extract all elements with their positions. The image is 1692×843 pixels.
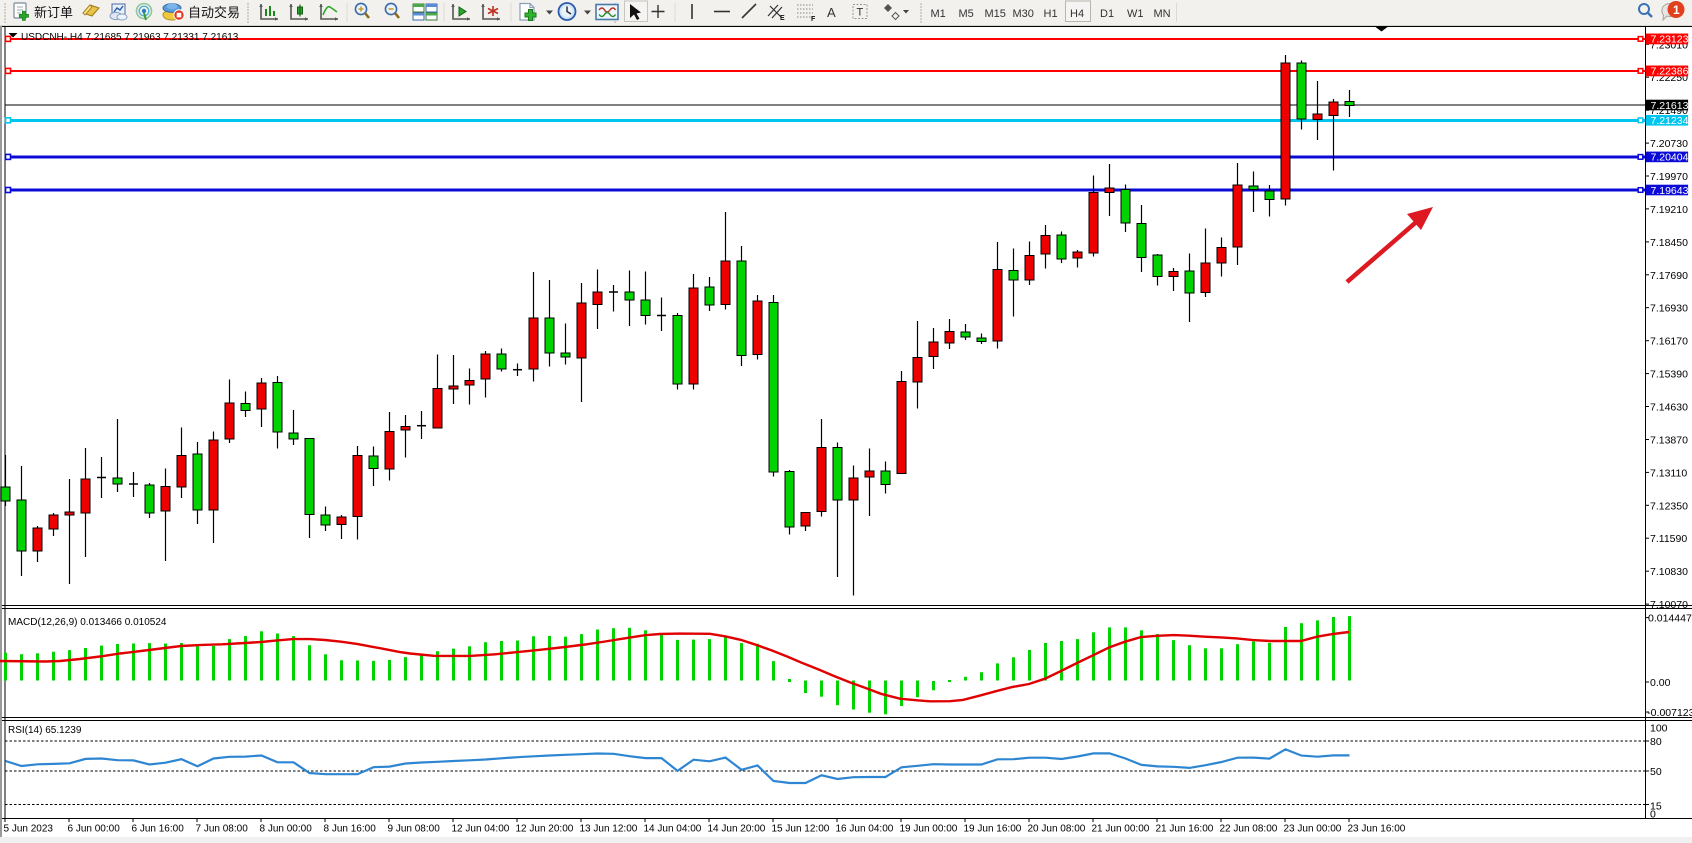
svg-text:6 Jun 16:00: 6 Jun 16:00 (132, 824, 185, 835)
svg-text:7.22386: 7.22386 (1651, 66, 1689, 78)
svg-text:7.21234: 7.21234 (1651, 115, 1689, 127)
svg-text:7.10070: 7.10070 (1650, 599, 1688, 611)
svg-text:7.19643: 7.19643 (1651, 185, 1689, 197)
svg-text:15: 15 (1650, 801, 1662, 813)
svg-text:23 Jun 00:00: 23 Jun 00:00 (1284, 824, 1342, 835)
svg-text:21 Jun 16:00: 21 Jun 16:00 (1156, 824, 1214, 835)
svg-text:-0.007123: -0.007123 (1647, 707, 1692, 719)
svg-text:12 Jun 20:00: 12 Jun 20:00 (516, 824, 574, 835)
svg-text:15 Jun 12:00: 15 Jun 12:00 (772, 824, 830, 835)
svg-text:12 Jun 04:00: 12 Jun 04:00 (452, 824, 510, 835)
svg-text:7.19970: 7.19970 (1650, 171, 1688, 183)
svg-text:M15: M15 (985, 8, 1006, 20)
svg-text:USDCNH-.H4 7.21685 7.21963 7.: USDCNH-.H4 7.21685 7.21963 7.21331 7.216… (21, 32, 239, 43)
svg-text:0.014447: 0.014447 (1648, 613, 1692, 625)
svg-text:9 Jun 08:00: 9 Jun 08:00 (388, 824, 441, 835)
svg-text:14 Jun 20:00: 14 Jun 20:00 (708, 824, 766, 835)
svg-text:MN: MN (1154, 8, 1171, 20)
svg-text:7.23123: 7.23123 (1651, 34, 1689, 46)
svg-text:8 Jun 16:00: 8 Jun 16:00 (324, 824, 377, 835)
svg-text:0.00: 0.00 (1650, 677, 1671, 689)
svg-text:7.11590: 7.11590 (1650, 533, 1687, 545)
svg-text:F: F (811, 16, 816, 23)
svg-text:13 Jun 12:00: 13 Jun 12:00 (580, 824, 638, 835)
svg-text:M1: M1 (931, 8, 946, 20)
svg-text:22 Jun 08:00: 22 Jun 08:00 (1220, 824, 1278, 835)
svg-text:M5: M5 (959, 8, 974, 20)
svg-text:7.20404: 7.20404 (1651, 152, 1689, 164)
svg-text:8 Jun 00:00: 8 Jun 00:00 (260, 824, 313, 835)
svg-text:23 Jun 16:00: 23 Jun 16:00 (1348, 824, 1406, 835)
svg-text:7.21613: 7.21613 (1651, 100, 1689, 112)
svg-text:21 Jun 00:00: 21 Jun 00:00 (1092, 824, 1150, 835)
svg-text:80: 80 (1650, 736, 1662, 748)
svg-text:7.12350: 7.12350 (1650, 500, 1688, 512)
svg-text:7.18450: 7.18450 (1650, 237, 1688, 249)
svg-text:5 Jun 2023: 5 Jun 2023 (4, 824, 54, 835)
svg-text:0: 0 (1650, 809, 1656, 821)
svg-text:7.20730: 7.20730 (1650, 138, 1688, 150)
svg-text:100: 100 (1650, 723, 1668, 735)
svg-text:E: E (780, 15, 785, 22)
svg-text:M30: M30 (1013, 8, 1034, 20)
svg-text:1: 1 (1673, 3, 1680, 17)
svg-text:A: A (827, 5, 836, 20)
svg-text:7.14630: 7.14630 (1650, 402, 1688, 414)
svg-text:T: T (857, 7, 864, 19)
svg-text:MACD(12,26,9) 0.013466 0.01052: MACD(12,26,9) 0.013466 0.010524 (8, 617, 167, 628)
svg-text:14 Jun 04:00: 14 Jun 04:00 (644, 824, 702, 835)
svg-text:7.16930: 7.16930 (1650, 303, 1688, 315)
svg-text:7.13110: 7.13110 (1650, 467, 1687, 479)
svg-text:7.16170: 7.16170 (1650, 336, 1688, 348)
svg-text:19 Jun 00:00: 19 Jun 00:00 (900, 824, 958, 835)
svg-text:自动交易: 自动交易 (188, 5, 240, 20)
svg-text:RSI(14) 65.1239: RSI(14) 65.1239 (8, 725, 82, 736)
svg-text:7.19210: 7.19210 (1650, 204, 1688, 216)
svg-text:H4: H4 (1070, 8, 1084, 20)
svg-text:7.13870: 7.13870 (1650, 435, 1688, 447)
svg-text:7.17690: 7.17690 (1650, 270, 1688, 282)
svg-text:6 Jun 00:00: 6 Jun 00:00 (68, 824, 121, 835)
svg-text:新订单: 新订单 (34, 5, 73, 20)
svg-text:7.15390: 7.15390 (1650, 369, 1688, 381)
svg-text:H1: H1 (1044, 8, 1058, 20)
svg-text:20 Jun 08:00: 20 Jun 08:00 (1028, 824, 1086, 835)
svg-text:16 Jun 04:00: 16 Jun 04:00 (836, 824, 894, 835)
svg-text:W1: W1 (1127, 8, 1144, 20)
svg-text:50: 50 (1650, 766, 1662, 778)
svg-text:7 Jun 08:00: 7 Jun 08:00 (196, 824, 249, 835)
svg-text:19 Jun 16:00: 19 Jun 16:00 (964, 824, 1022, 835)
svg-text:D1: D1 (1100, 8, 1114, 20)
svg-text:7.10830: 7.10830 (1650, 566, 1688, 578)
